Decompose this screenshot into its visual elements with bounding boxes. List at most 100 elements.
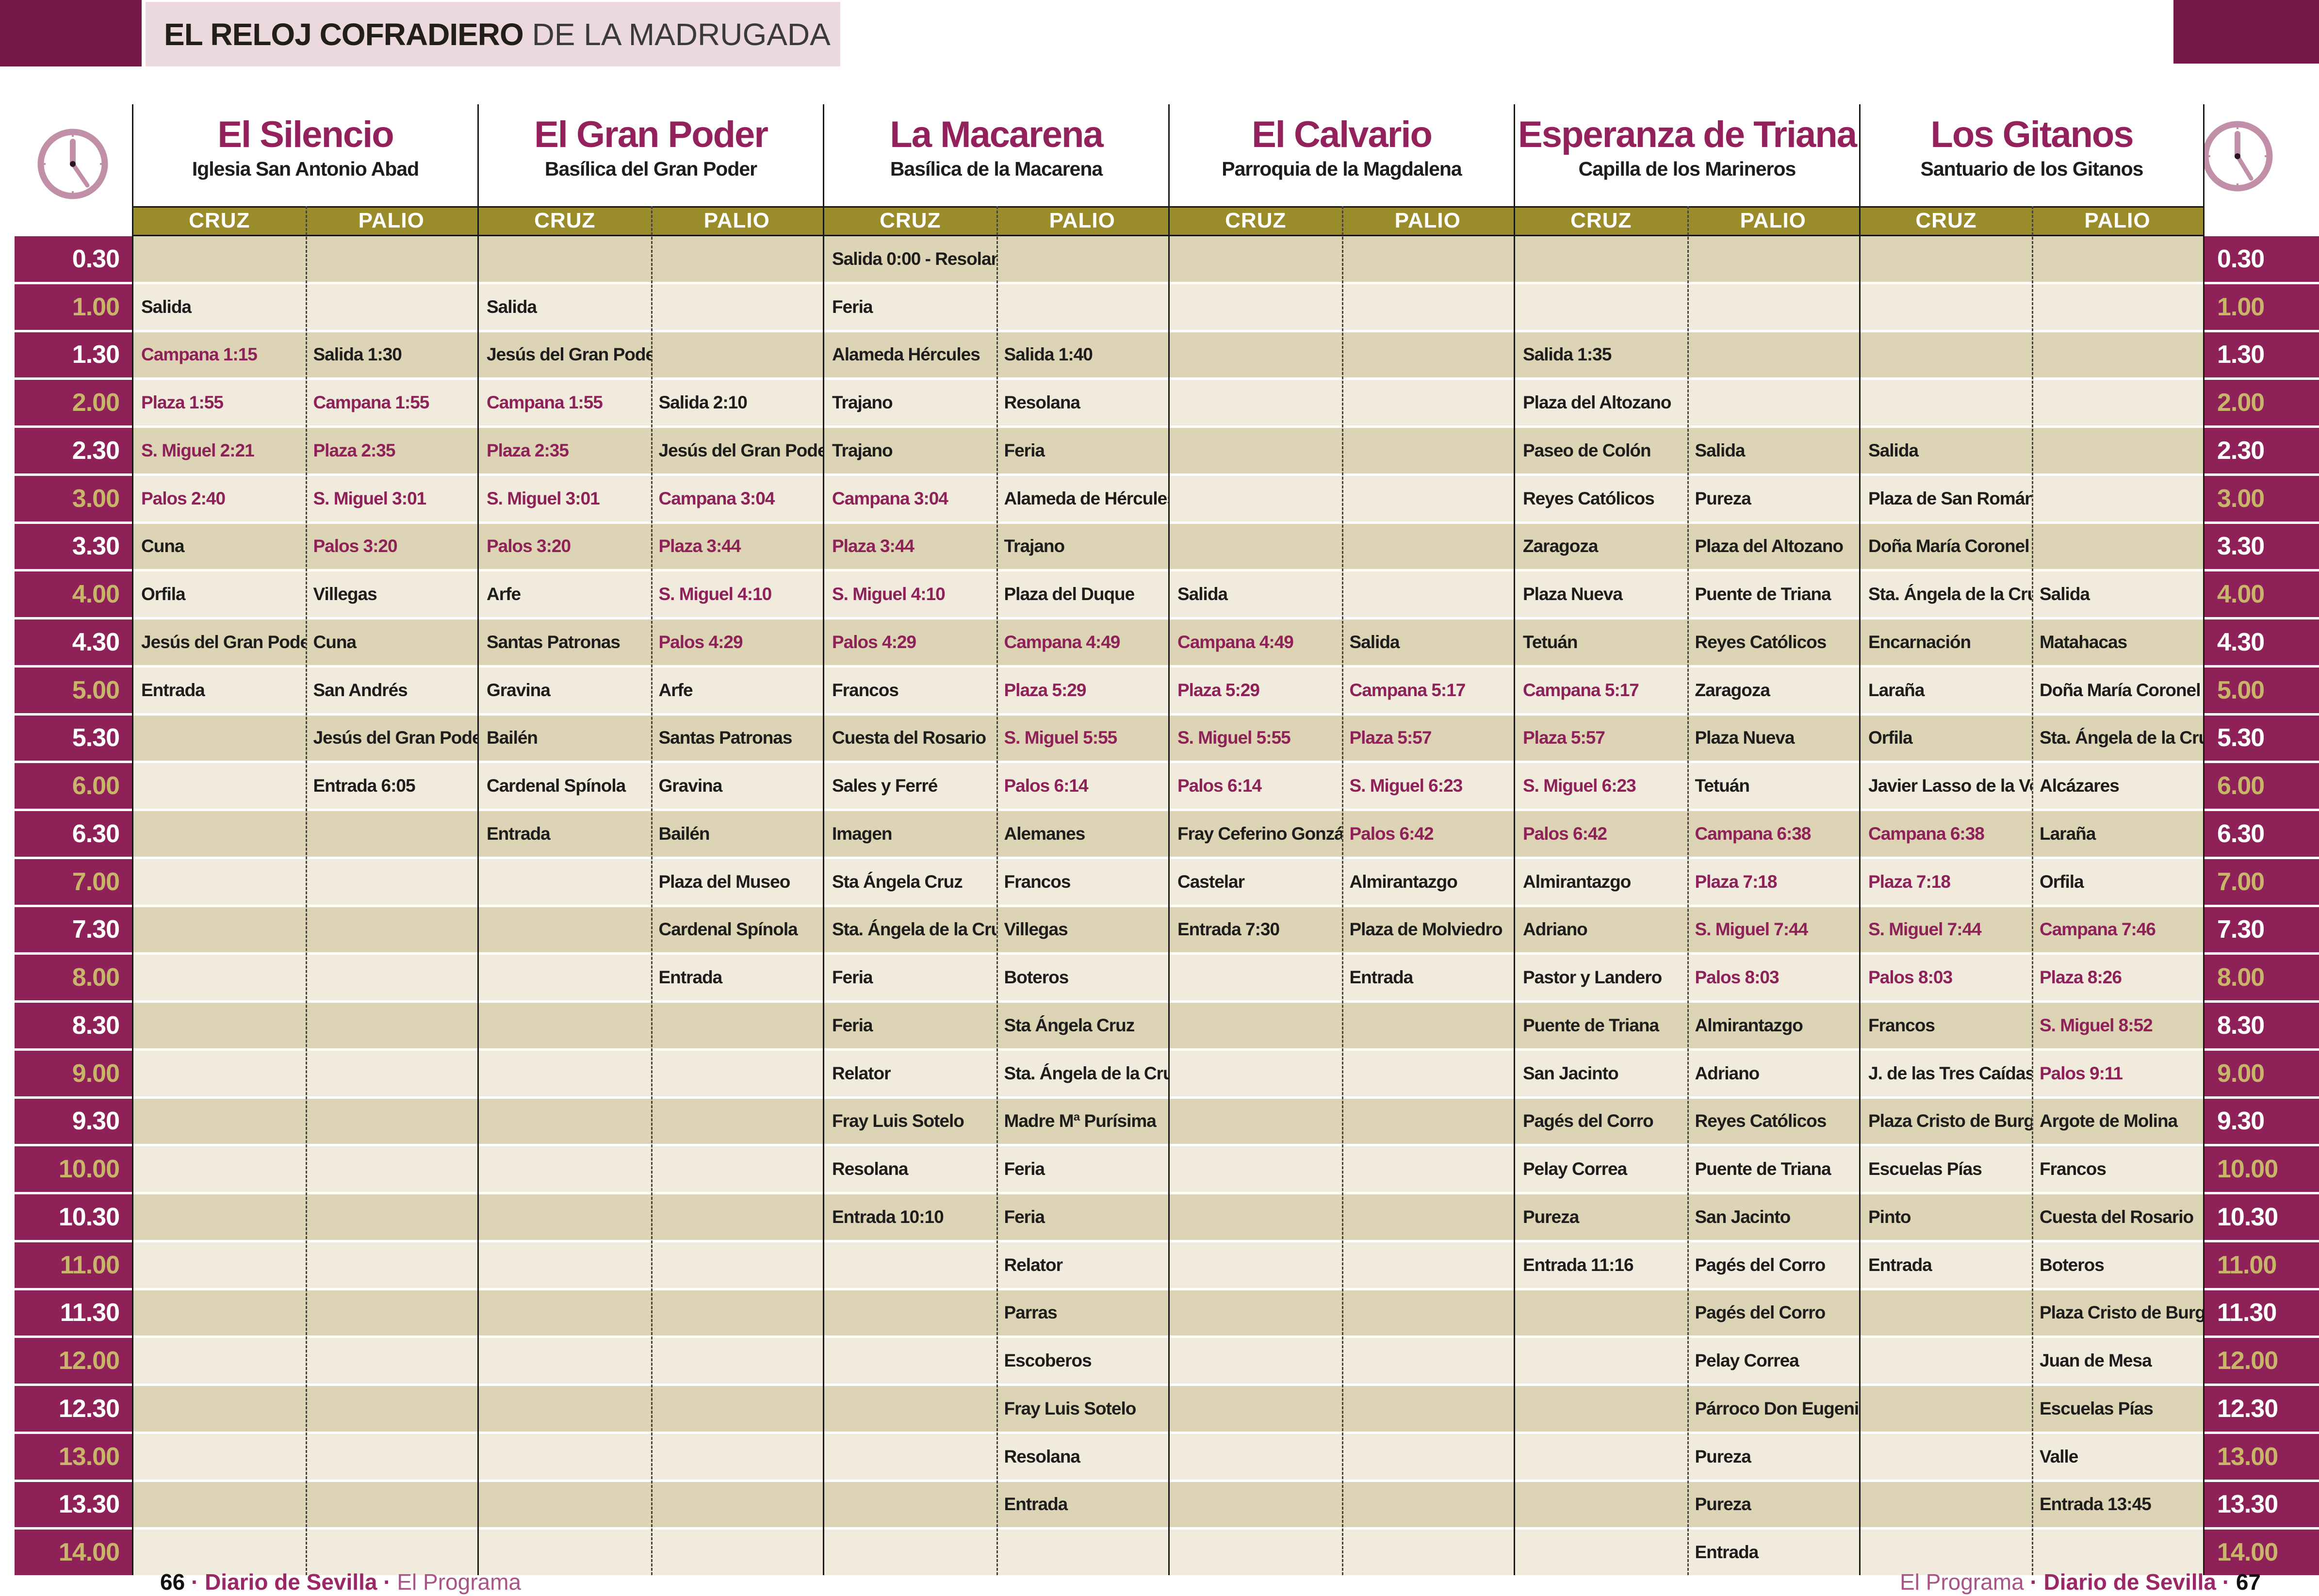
schedule-cell [1342, 1242, 1514, 1288]
time-cell: 12.00 [2205, 1338, 2319, 1384]
schedule-cell: Matahacas [2040, 632, 2127, 652]
schedule-cell [133, 716, 306, 761]
schedule-cell: Entrada [658, 967, 723, 988]
schedule-cell: Salida [1177, 584, 1228, 604]
time-cell: 0.30 [2205, 236, 2319, 282]
brotherhood-name: El Silencio [217, 114, 394, 155]
cruz-palio-divider [651, 206, 653, 1575]
schedule-cell: S. Miguel 7:44 [1695, 919, 1809, 940]
schedule-cell [2032, 284, 2203, 330]
time-cell: 7.00 [2205, 859, 2319, 905]
brotherhood-church: Basílica de la Macarena [890, 157, 1103, 180]
schedule-cell: J. de las Tres Caídas [1868, 1063, 2032, 1083]
schedule-cell: Plaza de Molviedro [1349, 919, 1503, 940]
schedule-cell: Campana 4:49 [1177, 632, 1294, 652]
schedule-cell [2032, 236, 2203, 282]
schedule-cell: Cardenal Spínola [658, 919, 798, 940]
schedule-cell [306, 1338, 478, 1384]
schedule-cell: Plaza Cristo de Burgos [1868, 1111, 2032, 1131]
schedule-cell: Plaza Cristo de Burgos [2040, 1303, 2203, 1323]
schedule-cell: Orfila [1868, 728, 1913, 748]
schedule-cell [651, 1003, 823, 1048]
schedule-cell: Plaza del Duque [1004, 584, 1135, 604]
schedule-cell [133, 955, 306, 1000]
brotherhood-church: Capilla de los Marineros [1578, 157, 1796, 180]
time-cell: 4.30 [2205, 619, 2319, 665]
schedule-cell [651, 1386, 823, 1432]
time-cell: 13.00 [15, 1433, 132, 1480]
schedule-cell [1861, 284, 2032, 330]
schedule-cell: Boteros [2040, 1254, 2105, 1275]
schedule-cell [133, 811, 306, 857]
schedule-cell [824, 1242, 996, 1288]
schedule-cell: Almirantazgo [1523, 871, 1631, 892]
schedule-cell: S. Miguel 5:55 [1177, 728, 1291, 748]
schedule-cell: Trajano [832, 440, 893, 460]
schedule-cell: Orfila [141, 584, 186, 604]
schedule-cell [306, 811, 478, 857]
schedule-cell [651, 1051, 823, 1096]
schedule-cell [133, 1530, 306, 1575]
schedule-cell: Jesús del Gran Poder [141, 632, 306, 652]
schedule-cell: Resolana [832, 1159, 909, 1179]
page-title: EL RELOJ COFRADIERO DE LA MADRUGADA [146, 2, 840, 66]
schedule-cell [1170, 428, 1342, 473]
schedule-cell [479, 1434, 651, 1480]
footer-brand: Diario de Sevilla [205, 1569, 377, 1595]
time-cell: 3.00 [2205, 475, 2319, 521]
schedule-cell [306, 1003, 478, 1048]
brotherhood-header: Esperanza de Triana Capilla de los Marine… [1515, 104, 1859, 206]
schedule-cell: Puente de Triana [1695, 584, 1831, 604]
schedule-cell: Palos 3:20 [313, 536, 398, 556]
schedule-cell [1170, 1242, 1342, 1288]
schedule-cell [651, 1434, 823, 1480]
column-el-silencio: El Silencio Iglesia San Antonio Abad CRUZ P… [132, 104, 477, 1575]
schedule-cell: Reyes Católicos [1523, 488, 1655, 508]
schedule-cell [1687, 332, 1860, 378]
schedule-cell: San Jacinto [1523, 1063, 1619, 1083]
time-cell: 9.30 [2205, 1098, 2319, 1144]
schedule-cell: Arfe [487, 584, 521, 604]
schedule-cell [1170, 380, 1342, 425]
schedule-cell [1342, 332, 1514, 378]
schedule-cell [1170, 1003, 1342, 1048]
schedule-cell: Entrada 7:30 [1177, 919, 1280, 940]
schedule-cell: Pureza [1523, 1206, 1579, 1227]
column-header-cruz: CRUZ [1915, 209, 1977, 232]
schedule-cell [996, 1530, 1169, 1575]
schedule-cell: Salida [2040, 584, 2090, 604]
column-header-cruz: CRUZ [189, 209, 250, 232]
footer-section: El Programa [397, 1569, 521, 1595]
schedule-cell: Plaza 5:29 [1177, 680, 1260, 700]
schedule-cell [1861, 1386, 2032, 1432]
time-cell: 3.00 [15, 475, 132, 521]
schedule-cell: Pagés del Corro [1695, 1254, 1826, 1275]
schedule-cell: San Jacinto [1695, 1206, 1791, 1227]
schedule-cell: Feria [832, 1015, 873, 1035]
table-row: Sta. Ángela de la Cruz Villegas [824, 907, 1168, 953]
time-cell: 8.00 [2205, 955, 2319, 1000]
schedule-cell [1342, 236, 1514, 282]
schedule-cell: Juan de Mesa [2040, 1351, 2152, 1371]
schedule-cell [306, 1530, 478, 1575]
time-cell: 6.00 [15, 763, 132, 809]
top-left-maroon-block [0, 0, 142, 66]
column-header-cruz: CRUZ [880, 209, 941, 232]
schedule-cell: Campana 3:04 [658, 488, 775, 508]
schedule-cell [1861, 1482, 2032, 1528]
schedule-cell: Alemanes [1004, 823, 1086, 844]
schedule-cell: Cuesta del Rosario [2040, 1206, 2194, 1227]
time-cell: 13.30 [2205, 1482, 2319, 1528]
schedule-cell [1170, 1051, 1342, 1096]
schedule-cell: Reyes Católicos [1695, 1111, 1827, 1131]
schedule-cell: Laraña [1868, 680, 1925, 700]
schedule-cell [306, 1194, 478, 1240]
schedule-cell [1170, 524, 1342, 570]
schedule-cell: Plaza del Altozano [1523, 392, 1671, 413]
schedule-cell: Plaza 5:57 [1349, 728, 1432, 748]
footer-section: El Programa [1900, 1569, 2024, 1595]
schedule-cell: Almirantazgo [1695, 1015, 1803, 1035]
time-column-left: 0.30 1.00 1.30 2.00 2.30 3.00 3.30 4.00 4.30 5.00… [15, 236, 132, 1575]
schedule-cell: Castelar [1177, 871, 1245, 892]
time-cell: 6.00 [2205, 763, 2319, 809]
